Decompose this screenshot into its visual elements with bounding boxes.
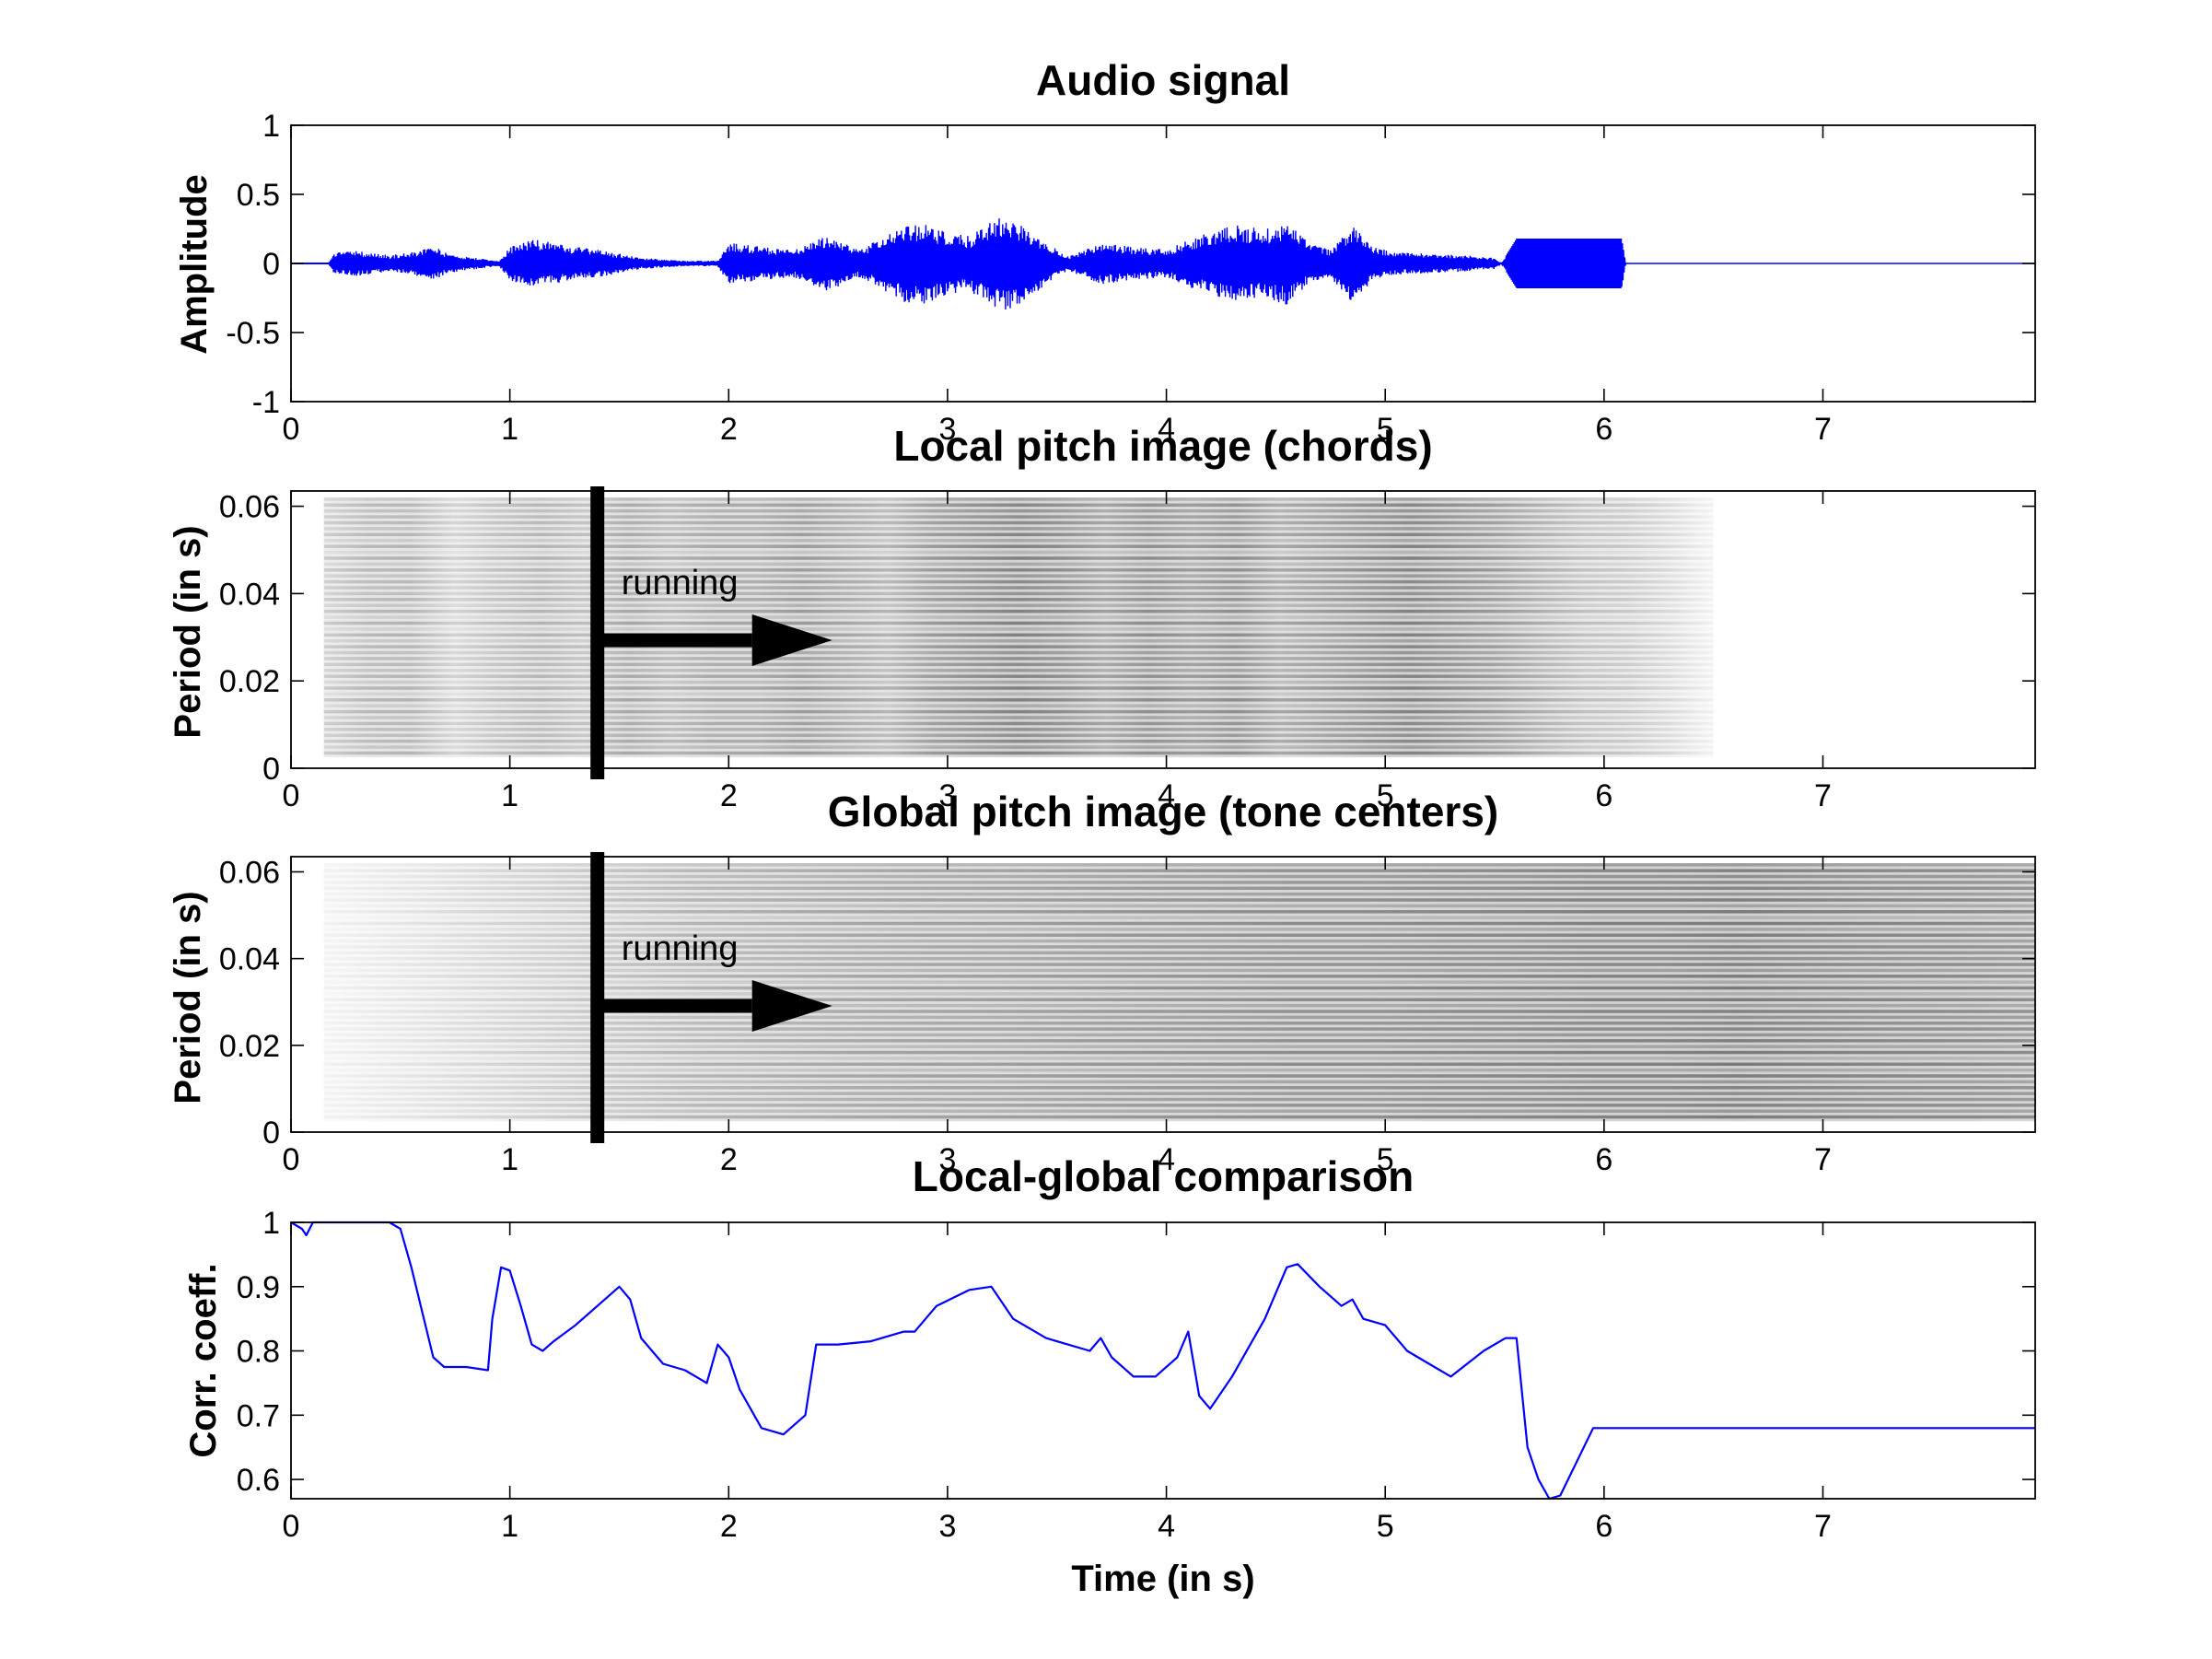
local-pitch-ytick-label: 0.02	[219, 664, 280, 699]
audio-xtick-label: 3	[938, 412, 956, 447]
local-pitch-xtick-label: 5	[1377, 778, 1394, 813]
audio-xtick-label: 2	[720, 412, 738, 447]
audio-ytick-label: 0.5	[237, 178, 280, 213]
global-running-label: running	[622, 929, 739, 968]
local-pitch-ytick-label: 0.04	[219, 577, 280, 612]
global-pitch-xtick-label: 4	[1158, 1142, 1175, 1177]
local-arrow-head	[751, 614, 832, 666]
local-pitch-xtick-label: 1	[501, 778, 518, 813]
comparison-xtick-label: 3	[938, 1509, 956, 1544]
comparison-title: Local-global comparison	[913, 1152, 1414, 1200]
comparison-xtick-label: 4	[1158, 1509, 1175, 1544]
local-pitch-xtick-label: 2	[720, 778, 738, 813]
local-pitch-xtick-label: 0	[283, 778, 300, 813]
audio-signal-plot: 0 1 2 3 4 5 6 7 -1 -0.5 0 0.5 1	[226, 109, 2036, 447]
audio-signal-panel: Audio signal Amplitude 0 1 2 3 4 5 6 7 -1 -0.5 0 0.…	[174, 56, 2036, 447]
local-pitch-pitch-image-base	[323, 497, 1714, 758]
global-pitch-panel: Global pitch image (tone centers) Period…	[168, 788, 2036, 1177]
comparison-plot: 0 1 2 3 4 5 6 7 0.6 0.7 0.8 0.9 1	[237, 1206, 2036, 1544]
audio-xtick-label: 4	[1158, 412, 1175, 447]
global-pitch-ytick-label: 0	[262, 1116, 280, 1151]
audio-ytick-label: 0	[262, 247, 280, 282]
comparison-ytick-label: 0.9	[237, 1270, 280, 1305]
audio-axes-box	[290, 124, 2036, 403]
local-pitch-xtick-label: 7	[1814, 778, 1832, 813]
comparison-axes-box	[290, 1221, 2036, 1500]
audio-xtick-label: 5	[1377, 412, 1394, 447]
comparison-xtick-label: 7	[1814, 1509, 1832, 1544]
correlation-line	[290, 1221, 2035, 1501]
global-pitch-xtick-label: 5	[1377, 1142, 1394, 1177]
comparison-ytick-label: 0.7	[237, 1398, 280, 1433]
global-pitch-plot: 0 1 2 3 4 5 6 7 0 0.02 0.04 0.06	[219, 855, 2036, 1177]
local-pitch-xtick-label: 3	[938, 778, 956, 813]
comparison-xtick-label: 6	[1595, 1509, 1612, 1544]
global-pitch-ylabel: Period (in s)	[168, 891, 208, 1104]
global-pitch-pitch-image-base	[323, 863, 2035, 1122]
global-pitch-xtick-label: 3	[938, 1142, 956, 1177]
global-pitch-axes-box	[290, 856, 2036, 1133]
comparison-xtick-label: 5	[1377, 1509, 1394, 1544]
time-xlabel: Time (in s)	[1071, 1559, 1254, 1599]
local-pitch-plot: 0 1 2 3 4 5 6 7 0 0.02 0.04 0.06	[219, 490, 2036, 813]
global-arrow-head	[751, 980, 832, 1032]
comparison-xtick-label: 2	[720, 1509, 738, 1544]
global-pitch-xtick-label: 0	[283, 1142, 300, 1177]
running-marker-global: running	[590, 852, 832, 1143]
audio-waveform-line	[291, 218, 2035, 310]
comparison-ylabel: Corr. coeff.	[183, 1263, 224, 1457]
local-pitch-panel: Local pitch image (chords) Period (in s)…	[168, 422, 2036, 813]
global-pitch-xtick-label: 6	[1595, 1142, 1612, 1177]
audio-xtick-label: 0	[283, 412, 300, 447]
local-pitch-xtick-label: 6	[1595, 778, 1612, 813]
comparison-ytick-label: 1	[262, 1206, 280, 1241]
local-pitch-ytick-label: 0.06	[219, 490, 280, 525]
audio-ytick-label: -0.5	[226, 316, 280, 351]
audio-xtick-label: 6	[1595, 412, 1612, 447]
local-pitch-ylabel: Period (in s)	[168, 525, 208, 738]
global-pitch-xtick-label: 7	[1814, 1142, 1832, 1177]
comparison-panel: Local-global comparison Corr. coeff. 0 1 2…	[183, 1152, 2036, 1599]
global-pitch-ytick-label: 0.02	[219, 1029, 280, 1064]
local-pitch-xtick-label: 4	[1158, 778, 1175, 813]
global-pitch-xtick-label: 1	[501, 1142, 518, 1177]
audio-ytick-label: -1	[252, 385, 280, 420]
global-pitch-xtick-label: 2	[720, 1142, 738, 1177]
global-pitch-ytick-label: 0.06	[219, 855, 280, 890]
audio-xtick-label: 1	[501, 412, 518, 447]
audio-signal-ylabel: Amplitude	[174, 174, 215, 355]
local-pitch-title: Local pitch image (chords)	[893, 422, 1432, 470]
local-pitch-axes-box	[290, 490, 2036, 769]
running-marker-local: running	[590, 486, 832, 779]
local-running-label: running	[622, 564, 739, 602]
global-pitch-title: Global pitch image (tone centers)	[828, 788, 1498, 835]
comparison-xtick-label: 1	[501, 1509, 518, 1544]
global-pitch-ytick-label: 0.04	[219, 942, 280, 977]
audio-xtick-label: 7	[1814, 412, 1832, 447]
audio-ytick-label: 1	[262, 109, 280, 144]
comparison-plot-background	[291, 1222, 2035, 1499]
comparison-ytick-label: 0.6	[237, 1463, 280, 1498]
comparison-ytick-label: 0.8	[237, 1335, 280, 1370]
audio-signal-title: Audio signal	[1036, 56, 1290, 104]
comparison-xtick-label: 0	[283, 1509, 300, 1544]
local-pitch-ytick-label: 0	[262, 752, 280, 787]
